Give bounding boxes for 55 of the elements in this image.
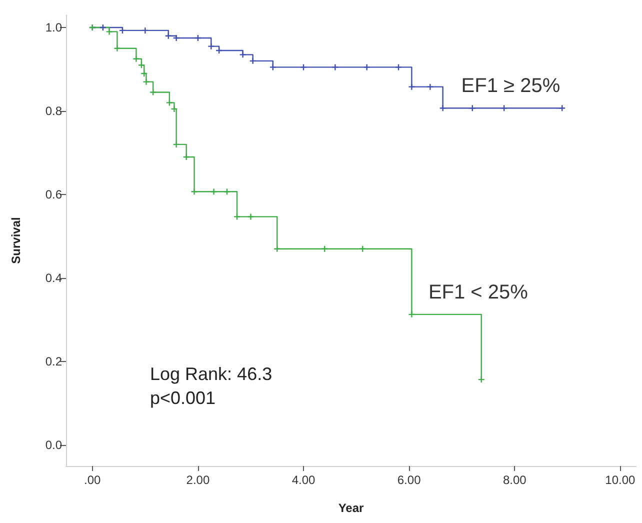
- point: [332, 64, 339, 71]
- point: [269, 64, 276, 71]
- point: [194, 34, 202, 42]
- point: [99, 24, 107, 32]
- y-tick-label: 0.8: [45, 104, 62, 118]
- point: [426, 83, 434, 90]
- x-tick-label: 4.00: [292, 473, 316, 487]
- point: [149, 88, 157, 96]
- point: [500, 104, 508, 112]
- annotation: Log Rank: 46.3: [150, 364, 272, 384]
- point: [210, 188, 218, 196]
- y-tick-label: 0.2: [45, 354, 62, 369]
- point: [190, 188, 198, 196]
- point: [408, 83, 416, 90]
- point: [182, 153, 190, 161]
- point: [223, 188, 231, 196]
- x-tick-label: 8.00: [502, 473, 527, 487]
- point: [140, 70, 148, 78]
- point: [166, 99, 174, 106]
- point: [408, 310, 416, 318]
- point: [114, 44, 121, 52]
- point: [239, 51, 246, 58]
- x-tick-label: 2.00: [186, 473, 210, 487]
- point: [363, 64, 370, 71]
- y-axis-title: Survival: [9, 217, 23, 264]
- x-tick-label: 6.00: [397, 473, 422, 487]
- point: [172, 34, 180, 42]
- point: [118, 26, 126, 34]
- point: [170, 105, 178, 113]
- point: [321, 245, 328, 252]
- series-label: EF1 ≥ 25%: [461, 75, 560, 98]
- x-axis-title: Year: [338, 501, 364, 515]
- x-tick-label: .00: [84, 473, 102, 487]
- x-tick-label: 10.00: [605, 473, 636, 487]
- point: [172, 140, 180, 148]
- y-tick-label: 0.0: [45, 438, 62, 452]
- annotation: p<0.001: [150, 388, 216, 408]
- point: [233, 213, 241, 220]
- series-label: EF1 < 25%: [428, 281, 528, 304]
- point: [247, 213, 254, 220]
- point: [215, 46, 223, 54]
- y-tick-label: 0.4: [45, 271, 62, 286]
- point: [132, 55, 140, 62]
- point: [138, 62, 146, 69]
- point: [394, 64, 402, 71]
- y-tick-label: 0.6: [45, 188, 62, 202]
- point: [300, 64, 308, 71]
- y-tick-label: 1.0: [45, 20, 62, 35]
- point: [106, 28, 113, 36]
- point: [208, 42, 215, 50]
- point: [439, 104, 446, 112]
- point: [274, 245, 281, 252]
- point: [359, 245, 366, 252]
- point: [249, 57, 256, 65]
- point: [142, 78, 150, 86]
